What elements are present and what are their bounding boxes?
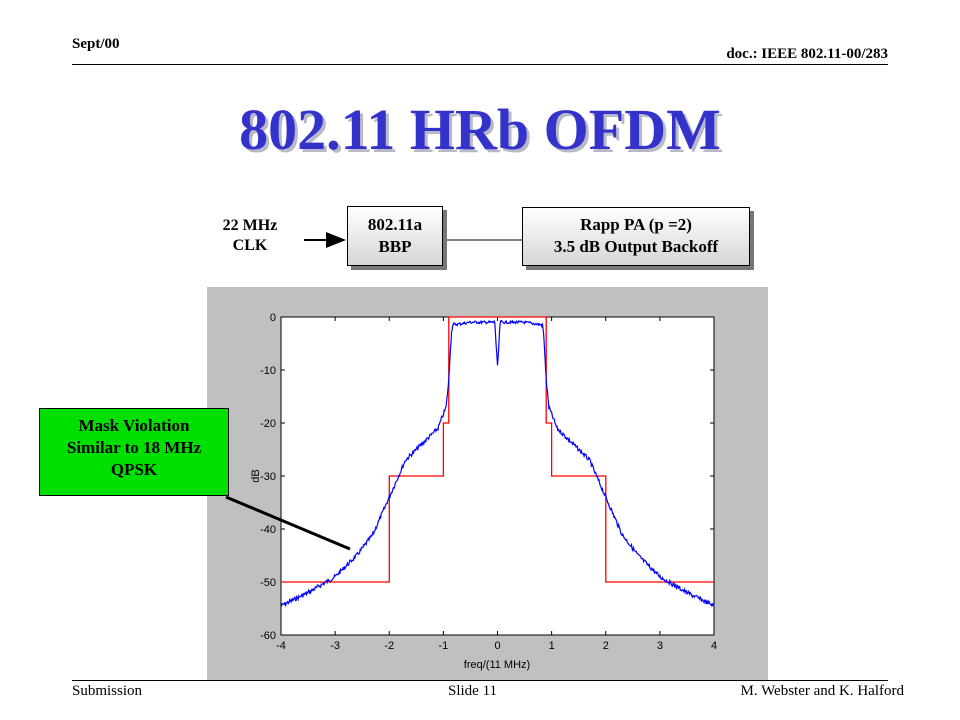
callout-line3: QPSK [110, 460, 158, 479]
x-tick-label: 1 [549, 640, 555, 652]
y-tick-label: -50 [260, 577, 276, 589]
pa-block: Rapp PA (p =2) 3.5 dB Output Backoff [522, 207, 750, 266]
pa-line1: Rapp PA (p =2) [580, 215, 692, 234]
y-tick-label: -10 [260, 365, 276, 377]
y-tick-label: -30 [260, 471, 276, 483]
x-tick-label: 0 [494, 640, 500, 652]
diagram-connectors [304, 232, 522, 248]
clock-label-line2: CLK [232, 237, 268, 254]
callout-line2: Similar to 18 MHz [66, 438, 202, 457]
x-axis-label: freq/(11 MHz) [464, 659, 530, 671]
bbp-line2: BBP [378, 237, 412, 256]
footer-rule [72, 680, 888, 681]
x-tick-label: -2 [384, 640, 394, 652]
x-tick-label: -4 [276, 640, 286, 652]
header-doc-id: doc.: IEEE 802.11-00/283 [726, 46, 888, 62]
pa-line2: 3.5 dB Output Backoff [553, 237, 719, 256]
slide-title: 802.11 HRb OFDM [239, 97, 721, 162]
footer-submission: Submission [72, 683, 143, 699]
header-date: Sept/00 [72, 36, 120, 52]
bbp-block: 802.11a BBP [347, 206, 443, 266]
footer-authors: M. Webster and K. Halford [740, 683, 904, 699]
spectrum-chart: -4 -3 -2 -1 0 1 2 3 40-10-20-30-40-50-60 freq/(1… [250, 312, 717, 671]
clock-label: 22 MHz CLK [200, 216, 300, 256]
y-tick-label: -40 [260, 524, 276, 536]
y-tick-label: -20 [260, 418, 276, 430]
bbp-line1: 802.11a [367, 215, 423, 234]
spectrum-series-line [281, 319, 715, 608]
y-axis-label: dB [250, 469, 262, 482]
x-tick-label: 4 [711, 640, 717, 652]
y-tick-label: -60 [260, 630, 276, 642]
x-tick-label: 2 [603, 640, 609, 652]
x-tick-label: -3 [330, 640, 340, 652]
clock-label-line1: 22 MHz [222, 217, 278, 234]
callout-line1: Mask Violation [78, 416, 190, 435]
y-tick-label: 0 [270, 312, 276, 324]
plot-figure: -4 -3 -2 -1 0 1 2 3 4 0 -10 -20 -30 -40 -50 -60 freq/(1… [207, 287, 768, 680]
x-tick-label: 3 [657, 640, 663, 652]
header-rule [72, 64, 888, 65]
mask-violation-callout: Mask Violation Similar to 18 MHz QPSK [39, 408, 229, 496]
footer-slide-number: Slide 11 [448, 683, 498, 699]
x-tick-label: -1 [438, 640, 448, 652]
